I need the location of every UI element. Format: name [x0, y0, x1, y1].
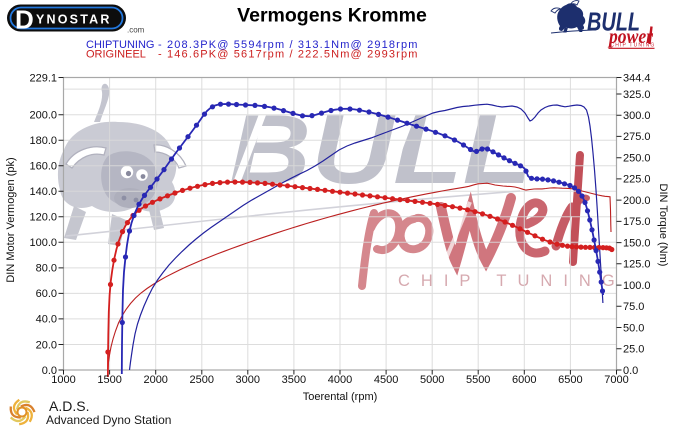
svg-text:CHIP TUNING: CHIP TUNING [611, 43, 656, 49]
svg-text:0.0: 0.0 [42, 365, 57, 377]
svg-text:200.0: 200.0 [623, 195, 651, 207]
svg-text:BULL: BULL [587, 7, 640, 37]
svg-text:power: power [607, 24, 653, 48]
svg-text:.com: .com [127, 26, 145, 35]
svg-text:50.0: 50.0 [623, 322, 644, 334]
svg-text:CHIP TUNING: CHIP TUNING [398, 272, 626, 290]
svg-text:229.1: 229.1 [29, 72, 57, 84]
svg-text:175.0: 175.0 [623, 216, 651, 228]
svg-text:5500: 5500 [466, 374, 490, 386]
svg-text:275.0: 275.0 [623, 131, 651, 143]
svg-text:2500: 2500 [190, 374, 214, 386]
svg-text:300.0: 300.0 [623, 110, 651, 122]
svg-text:DIN Torque (Nm): DIN Torque (Nm) [657, 184, 669, 267]
svg-text:YNOSTAR: YNOSTAR [36, 13, 112, 27]
svg-text:100.0: 100.0 [29, 237, 57, 249]
svg-text:150.0: 150.0 [623, 237, 651, 249]
svg-text:3500: 3500 [282, 374, 306, 386]
svg-text:1500: 1500 [97, 374, 121, 386]
svg-text:325.0: 325.0 [623, 89, 651, 101]
svg-text:40.0: 40.0 [36, 314, 57, 326]
svg-text:250.0: 250.0 [623, 153, 651, 165]
svg-text:A.D.S.: A.D.S. [49, 398, 89, 414]
svg-text:0.0: 0.0 [623, 365, 638, 377]
svg-text:140.0: 140.0 [29, 186, 57, 198]
svg-text:3000: 3000 [236, 374, 260, 386]
svg-text:7000: 7000 [604, 374, 628, 386]
svg-text:200.0: 200.0 [29, 110, 57, 122]
svg-text:Toerental (rpm): Toerental (rpm) [303, 391, 378, 403]
svg-text:4000: 4000 [328, 374, 352, 386]
svg-text:Advanced Dyno Station: Advanced Dyno Station [46, 413, 171, 427]
svg-text:5000: 5000 [420, 374, 444, 386]
svg-text:100.0: 100.0 [623, 280, 651, 292]
svg-text:D: D [15, 5, 34, 35]
svg-text:6500: 6500 [558, 374, 582, 386]
svg-text:DIN Motor Vermogen (pk): DIN Motor Vermogen (pk) [5, 157, 17, 282]
svg-text:160.0: 160.0 [29, 161, 57, 173]
svg-text:- 146.6PK@ 5617rpm / 222.5Nm@: - 146.6PK@ 5617rpm / 222.5Nm@ 2993rpm [158, 49, 419, 61]
svg-text:6000: 6000 [512, 374, 536, 386]
svg-text:25.0: 25.0 [623, 344, 644, 356]
svg-text:CHIPTUNING: CHIPTUNING [86, 39, 154, 51]
svg-text:2000: 2000 [143, 374, 167, 386]
svg-text:1000: 1000 [51, 374, 75, 386]
svg-text:225.0: 225.0 [623, 174, 651, 186]
svg-text:120.0: 120.0 [29, 212, 57, 224]
svg-text:4500: 4500 [374, 374, 398, 386]
svg-text:125.0: 125.0 [623, 259, 651, 271]
svg-text:180.0: 180.0 [29, 135, 57, 147]
svg-text:344.4: 344.4 [623, 72, 651, 84]
svg-text:75.0: 75.0 [623, 301, 644, 313]
svg-text:60.0: 60.0 [36, 288, 57, 300]
svg-text:80.0: 80.0 [36, 263, 57, 275]
svg-text:- 208.3PK@ 5594rpm / 313.1Nm@: - 208.3PK@ 5594rpm / 313.1Nm@ 2918rpm [158, 39, 419, 51]
svg-text:20.0: 20.0 [36, 339, 57, 351]
svg-text:Vermogens Kromme: Vermogens Kromme [237, 5, 427, 27]
svg-text:ORIGINEEL: ORIGINEEL [86, 49, 146, 61]
